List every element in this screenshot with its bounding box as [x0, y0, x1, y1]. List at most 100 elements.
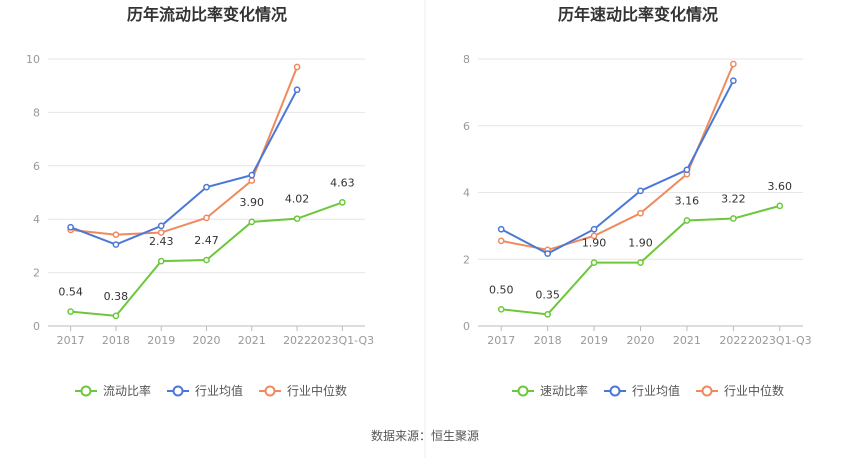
series-line [500, 80, 735, 255]
data-point [157, 229, 165, 236]
y-tick-label: 4 [33, 213, 40, 226]
data-label: 0.38 [104, 290, 129, 303]
current-ratio-chart: 历年流动比率变化情况 0 2 4 6 8 10 2017 2018 2019 2020 2021 20… [26, 5, 374, 398]
data-point [590, 259, 598, 266]
legend-item[interactable]: 行业均值 [604, 383, 680, 398]
legend-label: 行业中位数 [287, 383, 347, 398]
x-tick-label: 2022 [719, 334, 747, 347]
x-tick-label: 2021 [238, 334, 266, 347]
data-point [293, 86, 301, 94]
data-point [67, 308, 74, 315]
legend-item[interactable]: 行业均值 [167, 383, 243, 398]
x-tick-label: 2020 [193, 334, 221, 347]
data-label: 1.90 [582, 237, 607, 250]
data-point [637, 187, 644, 195]
legend-label: 行业均值 [195, 383, 243, 398]
data-point [67, 223, 74, 231]
data-point [157, 257, 165, 265]
series-line [70, 66, 299, 236]
chart-title: 历年速动比率变化情况 [558, 5, 718, 24]
legend-item[interactable]: 流动比率 [75, 383, 151, 398]
data-point [203, 183, 210, 191]
legend-label: 流动比率 [103, 383, 151, 398]
x-tick-label: 2021 [673, 334, 701, 347]
data-point [112, 241, 120, 248]
y-tick-label: 2 [33, 267, 40, 280]
data-point [293, 215, 301, 223]
data-point [730, 215, 737, 222]
data-source: 数据来源：恒生聚源 [371, 428, 479, 443]
data-point [248, 177, 256, 184]
data-label: 0.54 [58, 286, 83, 299]
x-tick-label: 2018 [534, 334, 562, 347]
y-tick-label: 8 [463, 53, 470, 66]
legend-label: 行业均值 [632, 383, 680, 398]
x-tick-label: 2023Q1-Q3 [311, 334, 375, 347]
data-point [203, 256, 210, 264]
x-tick-label: 2020 [627, 334, 655, 347]
legend-marker [517, 385, 529, 397]
y-tick-label: 2 [463, 253, 470, 266]
y-tick-label: 6 [33, 160, 40, 173]
data-point [590, 225, 598, 233]
data-label: 0.35 [535, 288, 560, 301]
legend-label: 行业中位数 [724, 383, 784, 398]
data-point [157, 222, 165, 230]
data-point [339, 199, 346, 206]
legend-marker [701, 385, 713, 397]
legend-marker [172, 385, 184, 397]
x-tick-label: 2017 [487, 334, 515, 347]
chart-title: 历年流动比率变化情况 [127, 5, 287, 24]
data-label: 4.63 [330, 176, 355, 189]
data-label: 3.90 [240, 196, 265, 209]
data-label: 3.22 [721, 193, 746, 206]
data-label: 4.02 [285, 193, 310, 206]
data-point [203, 214, 210, 222]
data-point [683, 217, 691, 224]
x-tick-label: 2017 [57, 334, 85, 347]
data-point [776, 202, 784, 210]
x-tick-label: 2019 [147, 334, 175, 347]
data-point [730, 60, 737, 68]
data-label: 2.43 [149, 235, 174, 248]
y-tick-label: 0 [463, 320, 470, 333]
quick-ratio-chart: 历年速动比率变化情况 0 2 4 6 8 2017 2018 2019 2020 2021 2022… [463, 5, 812, 398]
data-label: 1.90 [628, 237, 653, 250]
data-label: 2.47 [194, 234, 219, 247]
data-point [497, 225, 505, 233]
legend-item[interactable]: 速动比率 [512, 383, 588, 398]
data-point [683, 166, 691, 174]
y-tick-label: 6 [463, 120, 470, 133]
data-label: 3.16 [675, 195, 700, 208]
y-tick-label: 8 [33, 106, 40, 119]
data-point [730, 77, 737, 85]
data-point [590, 232, 598, 240]
legend-marker [609, 385, 621, 397]
series-line [70, 89, 298, 246]
data-point [248, 218, 256, 226]
data-label: 3.60 [768, 180, 793, 193]
data-point [637, 209, 644, 217]
data-point [544, 250, 551, 257]
x-tick-label: 2023Q1-Q3 [748, 334, 812, 347]
data-point [112, 231, 120, 239]
legend-item[interactable]: 行业中位数 [259, 383, 347, 398]
data-point [112, 312, 120, 320]
legend-label: 速动比率 [540, 383, 588, 398]
data-point [544, 310, 551, 318]
x-tick-label: 2019 [580, 334, 608, 347]
y-tick-label: 10 [26, 53, 40, 66]
y-tick-label: 4 [463, 187, 470, 200]
legend-item[interactable]: 行业中位数 [696, 383, 784, 398]
x-tick-label: 2022 [283, 334, 311, 347]
legend-marker [80, 385, 92, 397]
data-point [248, 171, 256, 179]
y-tick-label: 0 [33, 320, 40, 333]
data-label: 0.50 [489, 283, 514, 296]
x-tick-label: 2018 [102, 334, 130, 347]
data-point [637, 259, 644, 266]
series-line [501, 63, 735, 251]
data-point [293, 63, 301, 71]
legend-marker [264, 385, 276, 397]
